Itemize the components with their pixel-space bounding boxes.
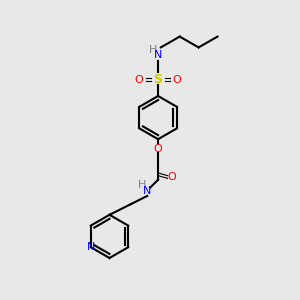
Text: O: O xyxy=(135,75,144,85)
Text: H: H xyxy=(138,180,146,190)
Text: O: O xyxy=(167,172,176,182)
Text: O: O xyxy=(172,75,182,85)
Text: H: H xyxy=(148,45,157,55)
Text: N: N xyxy=(87,242,95,252)
Text: S: S xyxy=(154,73,163,86)
Text: O: O xyxy=(154,144,163,154)
Text: N: N xyxy=(154,50,162,61)
Text: N: N xyxy=(143,185,152,196)
